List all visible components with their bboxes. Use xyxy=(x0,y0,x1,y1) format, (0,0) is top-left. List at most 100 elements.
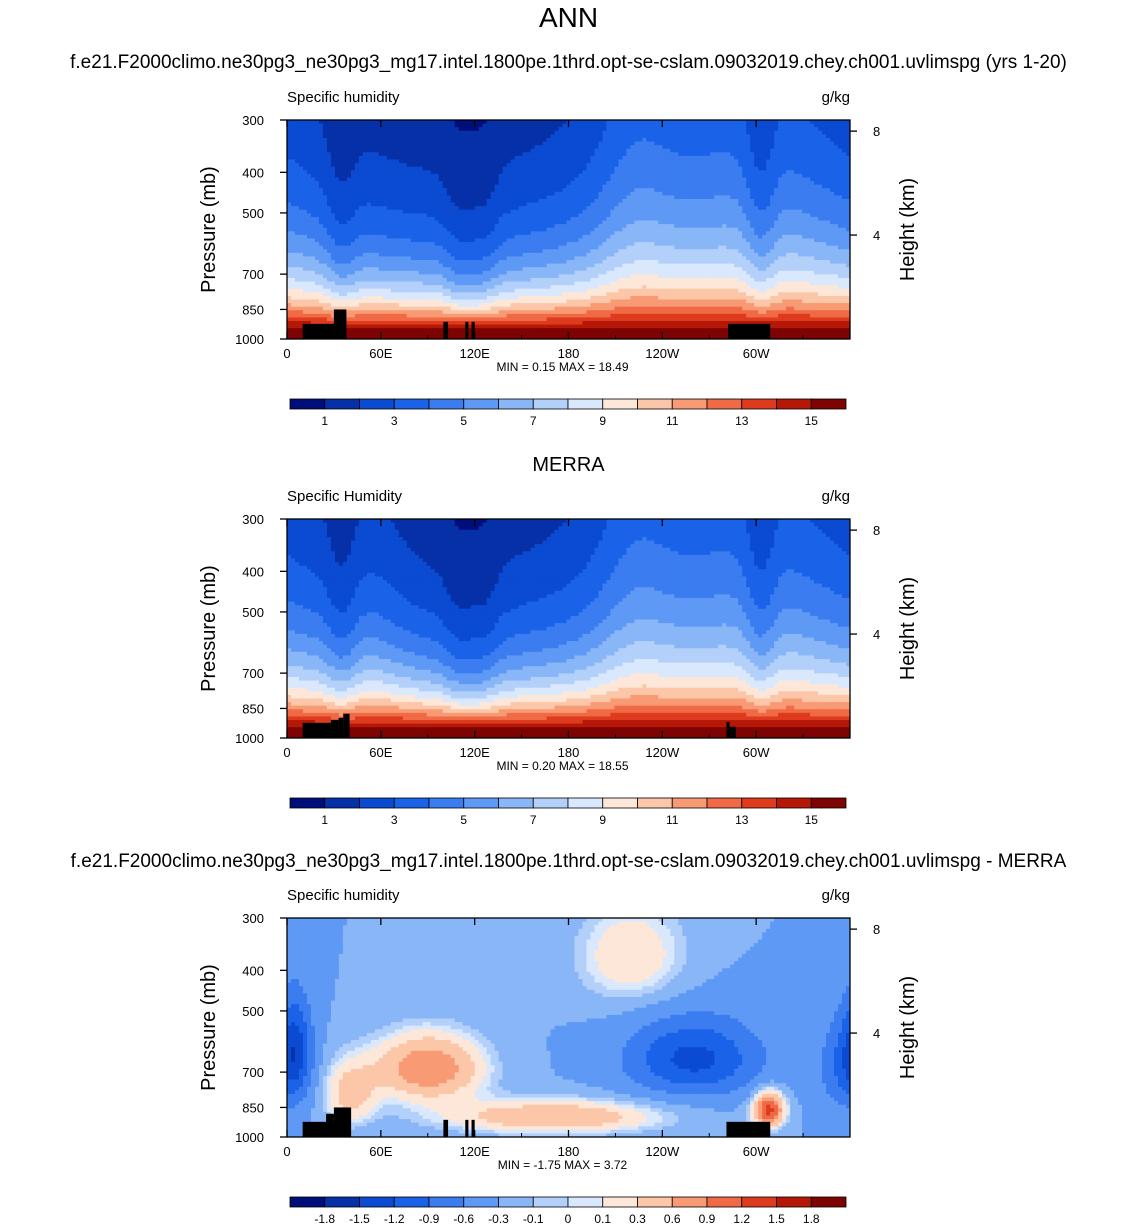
model-cell xyxy=(774,234,779,239)
model-cell xyxy=(486,152,492,157)
model-cell xyxy=(626,145,631,150)
model-cell xyxy=(810,231,815,236)
model-cell xyxy=(566,145,571,150)
model-cell xyxy=(622,166,627,171)
model-cell xyxy=(774,238,779,243)
model-cell xyxy=(458,163,464,168)
model-cell xyxy=(494,238,500,243)
model-cell xyxy=(734,120,739,125)
model-cell xyxy=(602,188,607,193)
model-cell xyxy=(490,227,496,232)
model-cell xyxy=(494,137,500,143)
model-cell xyxy=(614,238,619,243)
model-cell xyxy=(402,173,408,178)
model-cell xyxy=(618,120,623,125)
model-cell xyxy=(746,163,751,168)
model-cell xyxy=(814,152,819,157)
model-cell xyxy=(750,206,755,211)
model-cell xyxy=(402,245,408,250)
model-cell xyxy=(454,148,460,153)
model-cell xyxy=(502,245,508,250)
model-cell xyxy=(758,231,763,236)
model-cell xyxy=(434,181,440,186)
model-cell xyxy=(794,152,799,157)
model-cell xyxy=(310,206,316,211)
model-cell xyxy=(402,159,408,164)
model-cell xyxy=(558,181,564,186)
model-cell xyxy=(430,181,436,186)
model-cell xyxy=(778,206,783,211)
model-cell xyxy=(314,134,320,139)
model-cell xyxy=(758,234,763,239)
model-cell xyxy=(750,188,755,193)
model-cell xyxy=(606,141,611,146)
model-cell xyxy=(518,202,524,207)
model-cell xyxy=(418,195,424,200)
model-cell xyxy=(718,227,723,232)
model-cell xyxy=(774,130,779,135)
model-cell xyxy=(590,141,595,146)
model-cell xyxy=(530,195,536,200)
model-cell xyxy=(674,127,679,132)
model-cell xyxy=(762,181,767,186)
model-cell xyxy=(474,152,480,157)
model-cell xyxy=(794,141,799,146)
model-cell xyxy=(582,123,587,128)
model-cell xyxy=(370,231,376,236)
model-cell xyxy=(370,188,376,193)
model-cell xyxy=(462,184,468,189)
model-cell xyxy=(570,130,575,135)
model-cell xyxy=(678,195,683,200)
model-cell xyxy=(790,145,795,150)
model-cell xyxy=(814,238,819,243)
model-cell xyxy=(702,123,707,128)
model-cell xyxy=(634,173,639,178)
model-cell xyxy=(814,141,819,146)
model-cell xyxy=(430,238,436,243)
model-cell xyxy=(686,141,691,146)
model-cell xyxy=(790,198,795,204)
model-cell xyxy=(842,231,847,236)
model-cell xyxy=(394,195,400,200)
model-cell xyxy=(650,173,655,178)
model-cell xyxy=(670,242,675,247)
model-cell xyxy=(302,216,308,222)
model-cell xyxy=(506,209,512,214)
model-cell xyxy=(554,145,560,150)
model-cell xyxy=(642,231,647,236)
model-cell xyxy=(718,127,723,132)
model-cell xyxy=(554,231,560,236)
model-cell xyxy=(482,159,488,164)
model-cell xyxy=(686,209,691,214)
model-cell xyxy=(630,202,635,207)
model-cell xyxy=(714,224,719,229)
model-cell xyxy=(794,134,799,139)
model-cell xyxy=(386,224,392,229)
model-cell xyxy=(746,198,751,204)
model-cell xyxy=(302,188,308,193)
model-cell xyxy=(538,123,544,128)
model-cell xyxy=(406,216,412,222)
model-cell xyxy=(346,224,352,229)
model-cell xyxy=(770,213,775,218)
model-cell xyxy=(402,242,408,247)
model-cell xyxy=(754,227,759,232)
model-cell xyxy=(666,181,671,186)
model-cell xyxy=(590,206,595,211)
model-cell xyxy=(366,216,372,222)
model-cell xyxy=(818,227,823,232)
model-cell xyxy=(642,195,647,200)
model-cell xyxy=(562,137,567,143)
model-cell xyxy=(726,202,731,207)
model-cell xyxy=(506,238,512,243)
model-cell xyxy=(530,224,536,229)
model-cell xyxy=(650,231,655,236)
model-cell xyxy=(346,148,352,153)
model-cell xyxy=(426,206,432,211)
model-cell xyxy=(342,216,348,222)
model-cell xyxy=(754,137,759,143)
model-cell xyxy=(298,130,304,135)
model-cell xyxy=(442,231,448,236)
model-cell xyxy=(842,206,847,211)
model-cell xyxy=(786,242,791,247)
